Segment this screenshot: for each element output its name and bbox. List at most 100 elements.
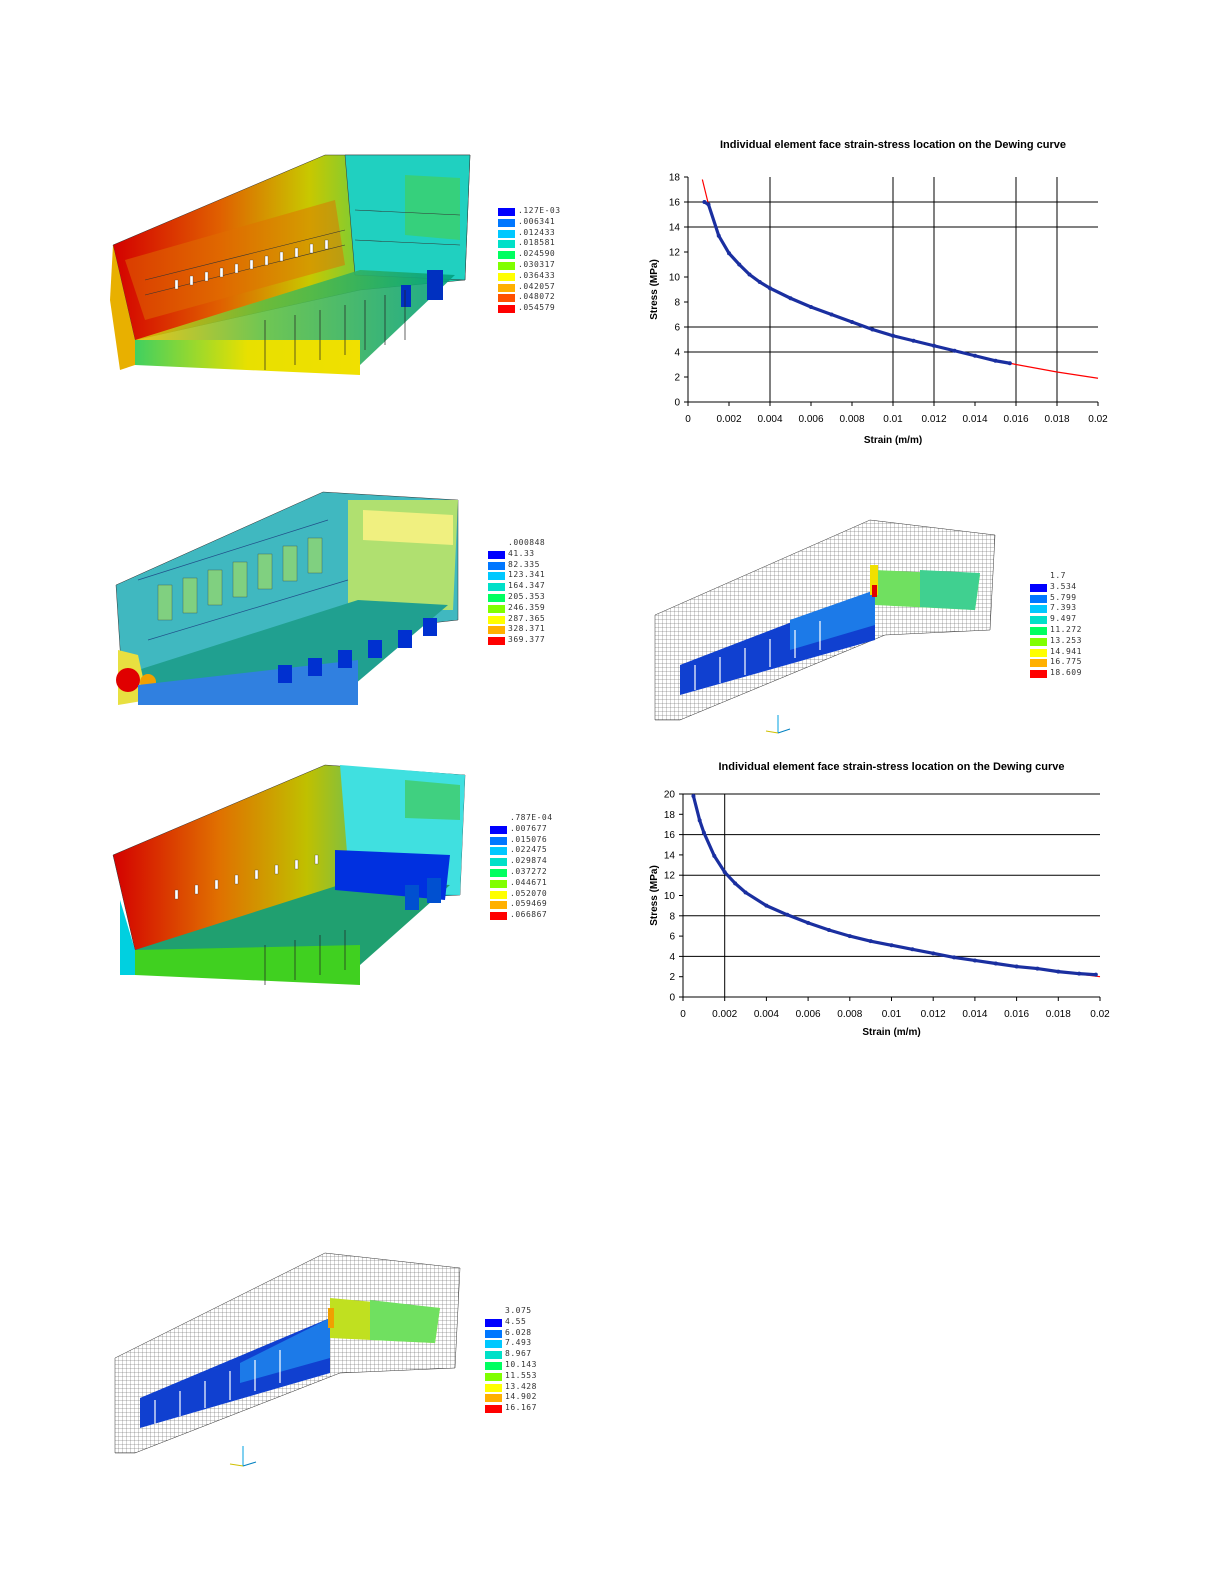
element-face-point bbox=[932, 343, 936, 348]
fea-mesh-model-4 bbox=[654, 519, 996, 734]
legend-swatch bbox=[488, 583, 505, 592]
y-tick-label: 12 bbox=[669, 248, 681, 259]
x-tick-label: 0.02 bbox=[1088, 414, 1108, 425]
legend-value: .052070 bbox=[510, 888, 548, 898]
element-face-point bbox=[910, 947, 915, 952]
x-tick-label: 0.002 bbox=[712, 1009, 737, 1020]
legend-value: .007677 bbox=[510, 823, 548, 833]
legend-swatch bbox=[485, 1372, 502, 1381]
y-tick-label: 6 bbox=[674, 323, 680, 334]
legend-swatch bbox=[485, 1405, 502, 1414]
legend-swatch bbox=[498, 262, 515, 270]
legend-value: 82.335 bbox=[508, 559, 540, 569]
x-tick-label: 0.002 bbox=[716, 414, 741, 425]
element-face-point bbox=[809, 305, 813, 309]
legend-swatch bbox=[485, 1383, 502, 1392]
legend-value: 18.609 bbox=[1050, 668, 1082, 678]
element-face-point bbox=[691, 794, 696, 799]
legend-swatch bbox=[498, 294, 515, 303]
legend-value: 5.799 bbox=[1050, 592, 1077, 602]
element-face-point bbox=[829, 312, 834, 317]
element-face-point bbox=[757, 280, 762, 284]
legend-value: 16.775 bbox=[1050, 657, 1082, 667]
legend-value: 13.428 bbox=[505, 1381, 537, 1391]
element-face-point bbox=[973, 353, 977, 358]
element-face-point bbox=[743, 890, 748, 895]
y-tick-label: 0 bbox=[674, 398, 680, 409]
legend-value: 13.253 bbox=[1050, 635, 1082, 645]
legend-value: .030317 bbox=[518, 260, 556, 269]
x-tick-label: 0.004 bbox=[757, 414, 782, 425]
dewing-curve-line bbox=[701, 179, 1099, 379]
x-tick-label: 0.014 bbox=[962, 414, 987, 425]
x-tick-label: 0.01 bbox=[883, 414, 903, 425]
legend-swatch bbox=[488, 572, 505, 581]
legend-swatch bbox=[498, 218, 515, 227]
fea-contour-model-1 bbox=[110, 154, 471, 375]
legend-swatch bbox=[490, 912, 507, 921]
legend-value: 3.534 bbox=[1050, 581, 1077, 591]
x-axis-label: Strain (m/m) bbox=[864, 435, 922, 446]
y-tick-label: 14 bbox=[669, 223, 681, 234]
legend-swatch bbox=[488, 615, 505, 624]
legend-swatch bbox=[488, 561, 505, 570]
element-face-point bbox=[701, 830, 706, 835]
legend-value: 14.902 bbox=[505, 1392, 537, 1402]
legend-swatch bbox=[1030, 605, 1047, 614]
legend-value: 369.377 bbox=[508, 635, 546, 645]
legend-swatch bbox=[488, 594, 505, 602]
y-axis-label: Stress (MPa) bbox=[649, 865, 660, 926]
x-tick-label: 0.012 bbox=[921, 1009, 946, 1020]
legend-swatch bbox=[1030, 583, 1047, 592]
legend-swatch bbox=[498, 240, 515, 249]
y-tick-label: 8 bbox=[674, 298, 680, 309]
dewing-curve-line bbox=[692, 795, 1101, 978]
legend-value: .054579 bbox=[518, 303, 556, 313]
element-face-point bbox=[870, 327, 875, 332]
element-face-point bbox=[847, 934, 852, 939]
fea-contour-model-3 bbox=[112, 764, 466, 985]
element-face-point bbox=[1014, 964, 1019, 969]
y-tick-label: 18 bbox=[669, 173, 681, 184]
element-face-point bbox=[911, 338, 916, 343]
legend-swatch bbox=[485, 1394, 502, 1403]
x-tick-label: 0.008 bbox=[839, 414, 864, 425]
legend-swatch bbox=[498, 305, 515, 314]
legend-value: 8.967 bbox=[505, 1349, 532, 1359]
legend-value: 9.497 bbox=[1050, 614, 1077, 624]
legend-value: 246.359 bbox=[508, 602, 546, 612]
x-tick-label: 0.012 bbox=[921, 414, 946, 425]
y-tick-label: 18 bbox=[664, 810, 676, 821]
legend-swatch bbox=[488, 626, 505, 635]
legend-value: 14.941 bbox=[1050, 646, 1082, 656]
legend-value: 41.33 bbox=[508, 548, 535, 558]
legend-swatch bbox=[488, 550, 505, 559]
element-face-point bbox=[1056, 969, 1061, 974]
chart-title: Individual element face strain-stress lo… bbox=[719, 761, 1065, 773]
legend-value: .022475 bbox=[510, 845, 548, 855]
x-tick-label: 0 bbox=[685, 414, 691, 425]
legend-swatch bbox=[490, 890, 507, 899]
axis-triad-icon bbox=[765, 715, 791, 734]
x-tick-label: 0.018 bbox=[1046, 1009, 1071, 1020]
element-face-point bbox=[931, 951, 936, 956]
legend-value: 7.393 bbox=[1050, 603, 1077, 613]
legend-value: 16.167 bbox=[505, 1403, 537, 1413]
dewing-chart-2-svg: Individual element face strain-stress lo… bbox=[649, 761, 1110, 1038]
contour-legend-2: .000848 41.33 82.335 123.341 164.347 205.353 2… bbox=[488, 538, 588, 652]
legend-value: .006341 bbox=[518, 216, 556, 226]
element-face-point bbox=[993, 961, 998, 966]
y-tick-label: 20 bbox=[664, 790, 676, 801]
element-face-point bbox=[764, 903, 769, 908]
legend-value: .044671 bbox=[510, 877, 548, 887]
legend-swatch bbox=[498, 283, 515, 292]
element-face-band bbox=[702, 200, 1012, 365]
element-face-point bbox=[1035, 966, 1040, 971]
contour-legend-1: .127E-03.006341.012433.018581.024590.030… bbox=[498, 206, 598, 320]
legend-value: .000848 bbox=[508, 538, 546, 547]
legend-value: .012433 bbox=[518, 227, 556, 237]
element-face-point bbox=[889, 943, 894, 948]
y-tick-label: 10 bbox=[669, 273, 681, 284]
element-face-point bbox=[785, 912, 790, 917]
element-face-point bbox=[850, 320, 854, 324]
